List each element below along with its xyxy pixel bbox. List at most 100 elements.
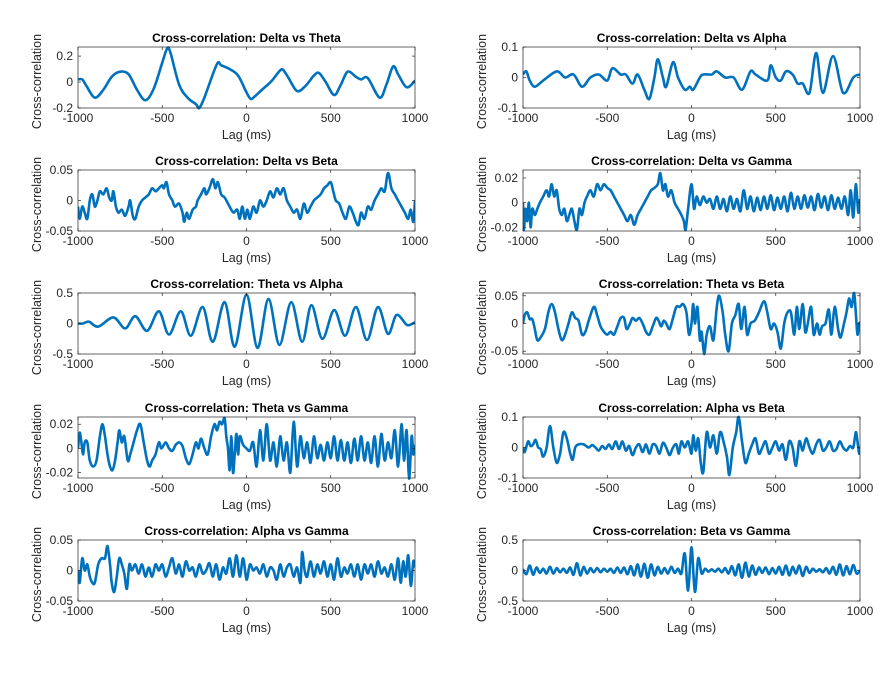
x-tick-label: 500 [766, 111, 786, 125]
y-tick-label: 0 [66, 75, 73, 89]
x-tick-label: -1000 [508, 481, 539, 495]
x-tick-label: 0 [243, 234, 250, 248]
subplot-title: Cross-correlation: Theta vs Alpha [150, 277, 343, 291]
subplot: -1000 -500 0 500 1000 -0.02 0 0.02 Cross-correla… [475, 154, 874, 265]
y-tick-label: 0 [511, 71, 518, 85]
x-tick-label: 0 [688, 234, 695, 248]
x-tick-label: 0 [243, 481, 250, 495]
y-tick-label: 0 [511, 564, 518, 578]
x-axis-label: Lag (ms) [667, 621, 716, 635]
y-tick-label: -0.05 [46, 224, 74, 238]
x-tick-label: 0 [688, 357, 695, 371]
subplot-title: Cross-correlation: Delta vs Beta [155, 154, 338, 168]
series-line [78, 544, 415, 594]
x-tick-label: 0 [688, 111, 695, 125]
y-axis-label: Cross-correlation [30, 527, 44, 622]
x-tick-label: -500 [150, 481, 174, 495]
x-tick-label: 500 [321, 357, 341, 371]
y-axis-label: Cross-correlation [30, 404, 44, 499]
subplot: -1000 -500 0 500 1000 -0.02 0 0.02 Cross-correla… [30, 401, 429, 512]
x-tick-label: 0 [688, 604, 695, 618]
y-tick-label: 0.2 [56, 49, 73, 63]
x-tick-label: 1000 [847, 111, 874, 125]
y-tick-label: 0 [66, 317, 73, 331]
x-tick-label: -500 [595, 481, 619, 495]
x-axis-label: Lag (ms) [667, 251, 716, 265]
x-tick-label: -500 [150, 604, 174, 618]
series-line [78, 293, 415, 350]
x-tick-label: 500 [766, 604, 786, 618]
y-tick-label: -0.1 [497, 101, 518, 115]
x-axis-label: Lag (ms) [667, 128, 716, 142]
y-axis-label: Cross-correlation [30, 34, 44, 129]
x-tick-label: 0 [243, 357, 250, 371]
x-tick-label: 1000 [847, 481, 874, 495]
y-axis-label: Cross-correlation [475, 527, 489, 622]
x-tick-label: 500 [766, 234, 786, 248]
series-line [78, 46, 415, 110]
y-tick-label: -0.05 [46, 594, 74, 608]
subplot-title: Cross-correlation: Theta vs Beta [599, 277, 785, 291]
subplot-title: Cross-correlation: Delta vs Gamma [591, 154, 792, 168]
y-tick-label: 0 [511, 317, 518, 331]
x-tick-label: -1000 [508, 604, 539, 618]
y-tick-label: -0.02 [46, 466, 74, 480]
x-tick-label: -1000 [63, 481, 94, 495]
y-tick-label: 0.5 [56, 286, 73, 300]
x-tick-label: 500 [321, 111, 341, 125]
y-tick-label: 0.1 [501, 40, 518, 54]
series-line [523, 545, 860, 594]
x-tick-label: -500 [150, 357, 174, 371]
y-tick-label: 0 [511, 441, 518, 455]
x-axis-label: Lag (ms) [667, 498, 716, 512]
x-tick-label: -1000 [63, 357, 94, 371]
y-tick-label: 0.5 [501, 533, 518, 547]
y-tick-label: 0 [66, 564, 73, 578]
subplot: -1000 -500 0 500 1000 -0.2 0 0.2 Cross-correlati… [30, 31, 429, 142]
axes-background [78, 293, 415, 354]
series-line [78, 416, 415, 480]
x-axis-label: Lag (ms) [222, 251, 271, 265]
x-tick-label: 1000 [847, 604, 874, 618]
y-tick-label: 0 [66, 194, 73, 208]
x-tick-label: -500 [595, 234, 619, 248]
x-axis-label: Lag (ms) [222, 128, 271, 142]
subplot-title: Cross-correlation: Delta vs Theta [152, 31, 341, 45]
x-axis-label: Lag (ms) [222, 498, 271, 512]
x-tick-label: 500 [766, 481, 786, 495]
subplot: -1000 -500 0 500 1000 -0.1 0 0.1 Cross-correlati… [475, 31, 874, 142]
x-tick-label: -500 [595, 111, 619, 125]
subplot-title: Cross-correlation: Alpha vs Beta [598, 401, 785, 415]
axes-background [523, 47, 860, 108]
subplot-title: Cross-correlation: Delta vs Alpha [597, 31, 787, 45]
y-tick-label: 0.02 [50, 417, 74, 431]
series-line [523, 51, 860, 101]
x-tick-label: 1000 [402, 234, 429, 248]
x-tick-label: 500 [321, 604, 341, 618]
x-tick-label: -500 [150, 111, 174, 125]
y-axis-label: Cross-correlation [30, 157, 44, 252]
x-tick-label: -500 [595, 604, 619, 618]
y-axis-label: Cross-correlation [475, 157, 489, 252]
x-tick-label: -1000 [63, 604, 94, 618]
x-tick-label: 500 [321, 481, 341, 495]
x-tick-label: 0 [688, 481, 695, 495]
subplot-title: Cross-correlation: Beta vs Gamma [593, 524, 791, 538]
subplot-title: Cross-correlation: Alpha vs Gamma [144, 524, 349, 538]
x-axis-label: Lag (ms) [667, 374, 716, 388]
subplot: -1000 -500 0 500 1000 -0.05 0 0.05 Cross-correla… [30, 154, 429, 265]
x-tick-label: -1000 [508, 234, 539, 248]
x-tick-label: 1000 [847, 357, 874, 371]
y-axis-label: Cross-correlation [475, 404, 489, 499]
x-tick-label: -500 [150, 234, 174, 248]
y-axis-label: Cross-correlation [30, 280, 44, 375]
subplot: -1000 -500 0 500 1000 -0.05 0 0.05 Cross-correla… [30, 524, 429, 635]
x-tick-label: 0 [243, 604, 250, 618]
x-tick-label: -500 [595, 357, 619, 371]
y-tick-label: 0.1 [501, 410, 518, 424]
y-tick-label: -0.5 [497, 594, 518, 608]
subplot-title: Cross-correlation: Theta vs Gamma [145, 401, 349, 415]
y-tick-label: -0.1 [497, 471, 518, 485]
x-tick-label: 500 [321, 234, 341, 248]
